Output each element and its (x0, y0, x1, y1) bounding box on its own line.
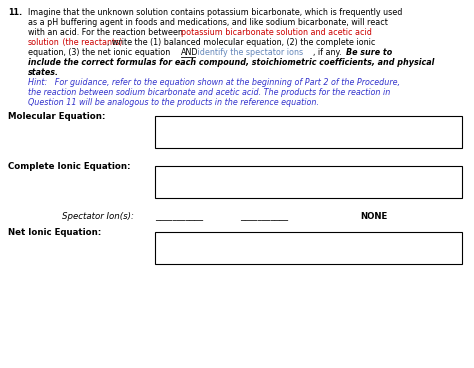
Text: as a pH buffering agent in foods and medications, and like sodium bicarbonate, w: as a pH buffering agent in foods and med… (28, 18, 388, 27)
Text: AND: AND (181, 48, 199, 57)
Text: 11.: 11. (8, 8, 22, 17)
Text: Complete Ionic Equation:: Complete Ionic Equation: (8, 162, 130, 171)
Text: identify the spectator ions: identify the spectator ions (195, 48, 303, 57)
Text: equation, (3) the net ionic equation: equation, (3) the net ionic equation (28, 48, 173, 57)
Text: the reaction between sodium bicarbonate and acetic acid. The products for the re: the reaction between sodium bicarbonate … (28, 88, 391, 97)
Text: ___________: ___________ (240, 212, 288, 221)
Text: Imagine that the unknown solution contains potassium bicarbonate, which is frequ: Imagine that the unknown solution contai… (28, 8, 402, 17)
Text: include the correct formulas for each compound, stoichiometric coefficients, and: include the correct formulas for each co… (28, 58, 434, 67)
Text: Question 11 will be analogous to the products in the reference equation.: Question 11 will be analogous to the pro… (28, 98, 319, 107)
Text: solution: solution (28, 38, 60, 47)
Text: Net Ionic Equation:: Net Ionic Equation: (8, 228, 101, 237)
Text: , if any.: , if any. (313, 48, 344, 57)
Text: potassium bicarbonate solution and acetic acid: potassium bicarbonate solution and aceti… (181, 28, 372, 37)
Text: ___________: ___________ (155, 212, 203, 221)
Text: Hint:   For guidance, refer to the equation shown at the beginning of Part 2 of : Hint: For guidance, refer to the equatio… (28, 78, 400, 87)
Text: , write: , write (107, 38, 132, 47)
Text: states.: states. (28, 68, 59, 77)
Text: Spectator Ion(s):: Spectator Ion(s): (62, 212, 134, 221)
Text: (the reactants): (the reactants) (60, 38, 122, 47)
Text: with an acid. For the reaction between: with an acid. For the reaction between (28, 28, 185, 37)
Text: Molecular Equation:: Molecular Equation: (8, 112, 105, 121)
Text: NONE: NONE (360, 212, 387, 221)
Text: Be sure to: Be sure to (346, 48, 392, 57)
Text: the (1) balanced molecular equation, (2) the complete ionic: the (1) balanced molecular equation, (2)… (132, 38, 375, 47)
